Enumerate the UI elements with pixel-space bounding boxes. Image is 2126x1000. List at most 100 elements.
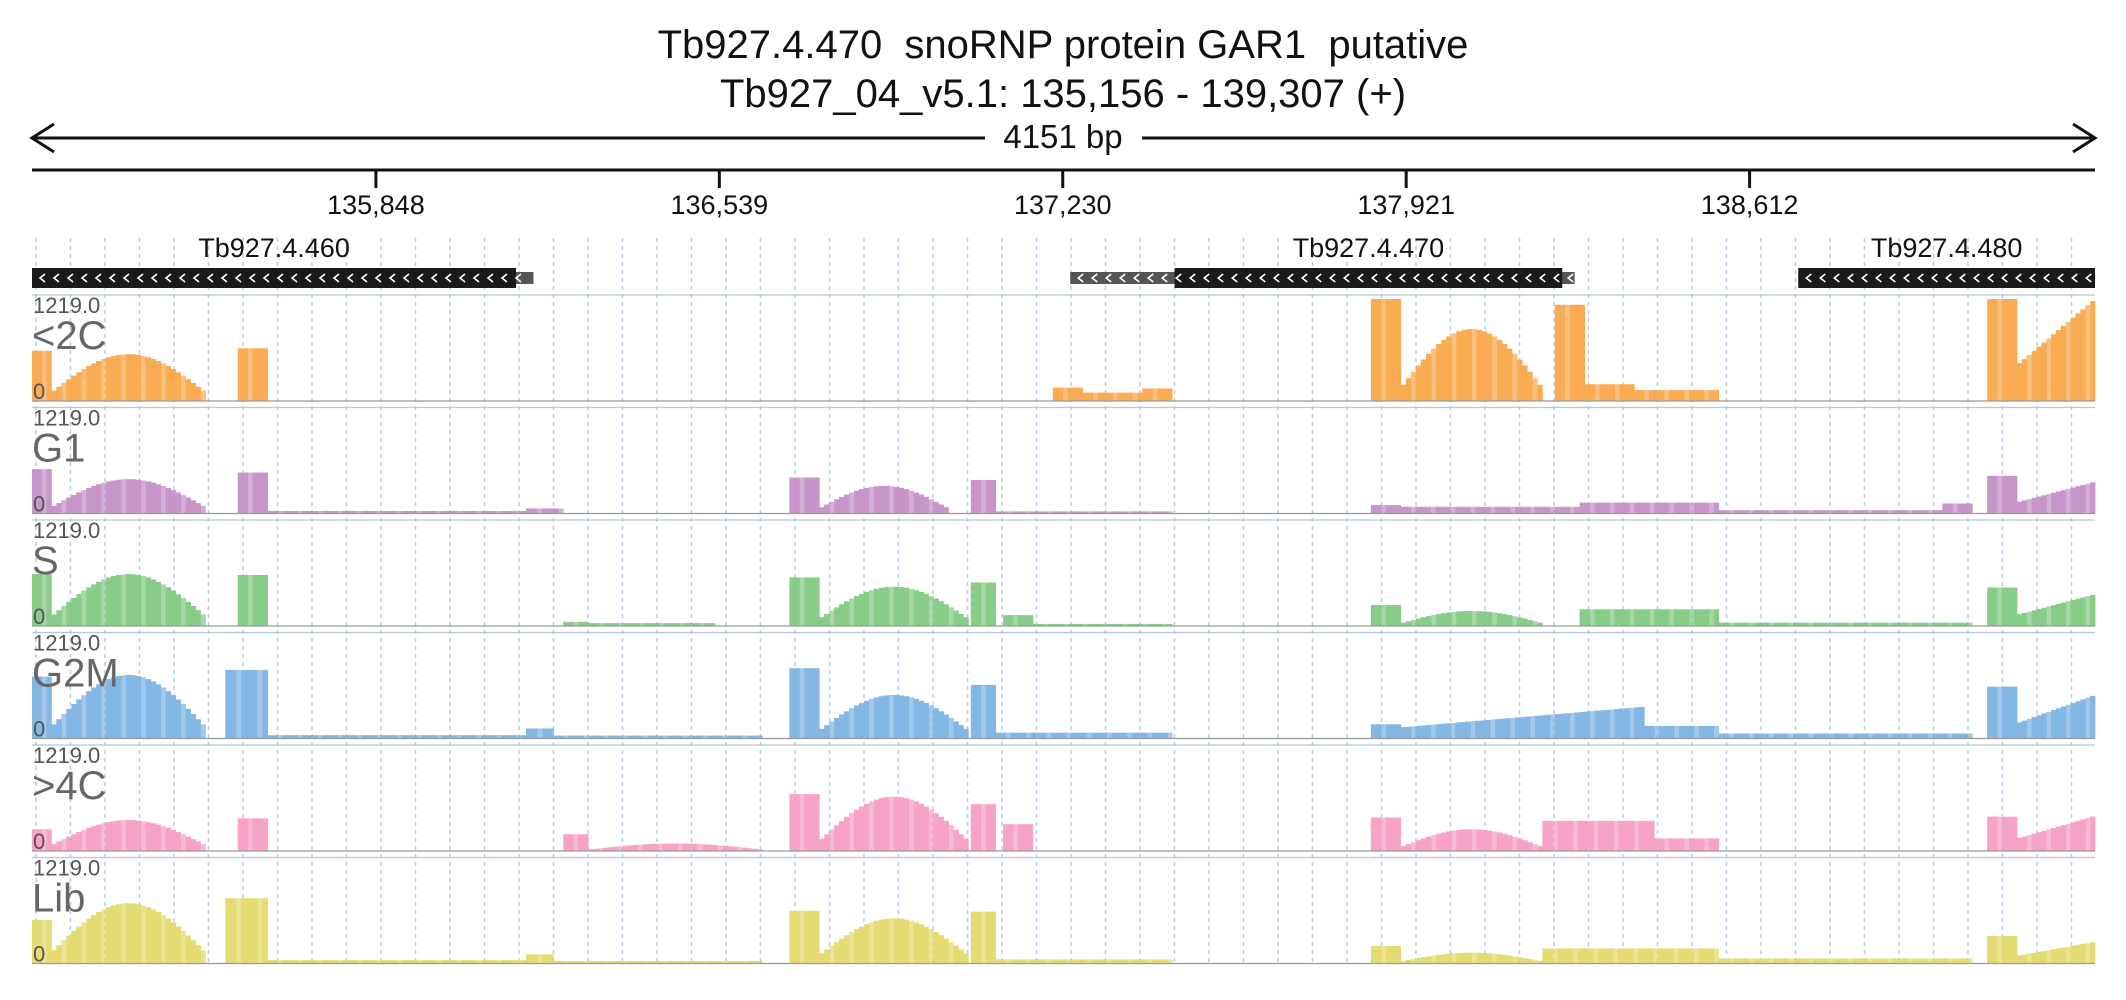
coverage-bar [1415,365,1422,401]
coverage-bar [1664,609,1670,626]
coverage-bar [1101,511,1107,514]
coverage-bar [1668,948,1674,964]
coverage-bar [814,668,820,739]
gene-Tb927.4.480[interactable]: Tb927.4.480 [1798,233,2095,288]
coverage-bar [1713,838,1720,851]
coverage-bar [2026,953,2033,964]
coverage-bar [844,601,850,626]
coverage-bar [41,469,47,514]
coverage-bar [86,918,92,964]
coverage-bar [1803,510,1809,514]
coverage-bar [1517,359,1523,401]
coverage-bar [1748,510,1754,514]
coverage-bar [1852,510,1859,514]
coverage-bar [140,480,147,514]
coverage-bar [1857,733,1864,739]
coverage-bar [2051,605,2057,626]
coverage-bar [1644,502,1650,514]
coverage-bar [1843,958,1849,964]
coverage-bar [617,735,624,739]
coverage-bar [496,510,502,514]
coverage-bar [707,960,713,964]
coverage-bar [1511,616,1518,626]
coverage-bar [1669,390,1675,401]
coverage-bar [1375,299,1382,401]
coverage-bar [1122,392,1128,401]
coverage-bar [975,582,982,626]
coverage-bar [185,497,191,514]
span-arrow: 4151 bp [29,118,2098,155]
coverage-bar [1147,623,1153,626]
coverage-bar [868,801,875,851]
track-<2C: 1219.00<2C [32,293,2096,404]
coverage-bar [829,610,835,626]
coverage-bar [985,804,992,851]
coverage-bar [794,794,800,851]
coverage-bar [521,510,527,514]
coverage-bar [411,960,418,964]
coverage-bar [1673,948,1679,964]
coverage-bar [1773,733,1779,739]
coverage-bar [1783,622,1789,626]
coverage-bar [1056,959,1062,964]
coverage-bar [893,586,900,626]
coverage-bar [1446,336,1452,401]
coverage-bar [1510,506,1516,514]
coverage-bar [1559,506,1566,514]
coverage-bar [1071,732,1077,739]
coverage-bar [1490,719,1496,739]
coverage-bar [287,510,293,514]
coverage-bar [1056,511,1062,514]
coverage-bar [647,735,654,739]
gene-Tb927.4.460[interactable]: Tb927.4.460 [32,233,534,288]
coverage-bar [1018,615,1024,626]
coverage-bar [1674,838,1680,851]
coverage-bar [1495,719,1501,739]
coverage-bar [809,577,815,626]
coverage-bar [1833,733,1839,739]
coverage-bar [953,945,959,964]
coverage-bar [1659,725,1665,739]
coverage-bar [1768,622,1774,626]
strand-arrow-icon [318,273,326,283]
coverage-bar [918,924,924,964]
coverage-bar [2060,325,2067,401]
coverage-bar [1102,392,1108,401]
coverage-bar [1405,378,1412,401]
coverage-bar [1589,711,1595,739]
coverage-bar [46,350,52,401]
track-min-label: 0 [33,379,45,404]
coverage-bar [1743,733,1749,739]
coverage-bar [101,909,107,964]
coverage-bar [1798,622,1804,626]
coverage-bar [958,834,964,851]
coverage-bar [1679,390,1685,401]
coverage-bar [237,818,244,851]
strand-arrow-icon [1356,273,1364,283]
coverage-bar [913,801,920,851]
gene-Tb927.4.470[interactable]: Tb927.4.470 [1070,233,1575,288]
coverage-bar [150,579,157,626]
coverage-bar [2075,486,2081,514]
coverage-bar [1768,733,1774,739]
coverage-bar [1501,344,1508,401]
coverage-bar [41,574,47,626]
coverage-bar [2007,475,2013,514]
ruler-tick-label: 137,921 [1357,190,1455,220]
coverage-bar [1035,732,1042,739]
coverage-bar [1152,623,1158,626]
coverage-bar [1912,733,1918,739]
coverage-bar [1987,935,1993,964]
coverage-bar [1057,623,1064,626]
coverage-bar [687,960,693,964]
coverage-bar [1081,511,1087,514]
coverage-bar [1106,959,1113,964]
coverage-bar [1132,623,1138,626]
coverage-bar [366,960,373,964]
coverage-bar [1076,959,1082,964]
coverage-bar [1644,820,1650,851]
coverage-bar [1056,732,1062,739]
coverage-bar [1698,948,1705,964]
coverage-bar [2026,718,2033,739]
coverage-bar [1847,510,1854,514]
